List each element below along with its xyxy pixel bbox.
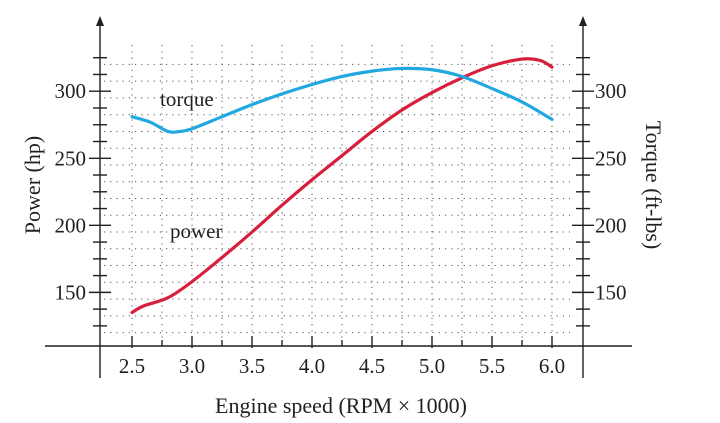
x-tick-label: 5.5 [479, 354, 505, 378]
x-tick-label: 4.0 [299, 354, 325, 378]
labels: Engine speed (RPM × 1000) Power (hp) Tor… [20, 79, 666, 418]
x-tick-label: 6.0 [539, 354, 565, 378]
x-tick-label: 3.0 [179, 354, 205, 378]
right-tick-label: 200 [595, 213, 627, 237]
right-tick-label: 300 [595, 79, 627, 103]
x-tick-label: 3.5 [239, 354, 265, 378]
left-axis-arrow [96, 16, 104, 26]
x-axis-title: Engine speed (RPM × 1000) [215, 393, 467, 418]
left-axis-title: Power (hp) [20, 136, 45, 234]
axes [45, 16, 632, 378]
left-tick-label: 200 [55, 213, 87, 237]
left-tick-label: 150 [55, 280, 87, 304]
x-tick-label: 5.0 [419, 354, 445, 378]
left-tick-label: 300 [55, 79, 87, 103]
series-line-power [130, 57, 554, 315]
x-tick-label: 2.5 [119, 354, 145, 378]
right-axis-arrow [579, 16, 587, 26]
left-tick-label: 250 [55, 146, 87, 170]
series-label-power: power [170, 219, 222, 243]
series-label-torque: torque [160, 87, 214, 111]
right-tick-label: 250 [595, 146, 627, 170]
series-line-torque [130, 66, 554, 134]
right-tick-label: 150 [595, 280, 627, 304]
series-lines [130, 57, 554, 315]
right-axis-title: Torque (ft-lbs) [641, 121, 666, 250]
x-tick-label: 4.5 [359, 354, 385, 378]
